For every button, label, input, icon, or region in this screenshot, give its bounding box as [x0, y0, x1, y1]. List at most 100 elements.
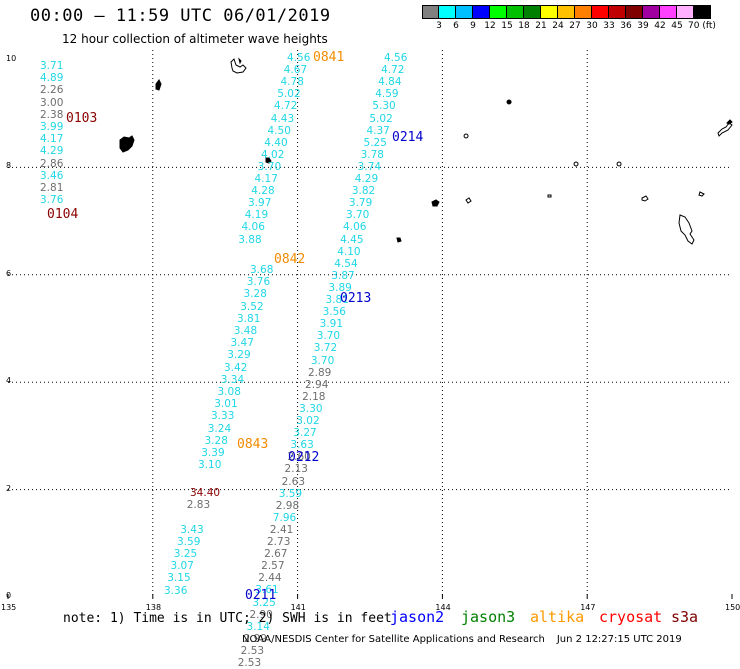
wave-height-label: 4.37 — [366, 124, 390, 137]
legend-swatch — [592, 5, 609, 19]
pass-time-label: 0214 — [392, 130, 424, 145]
wave-height-label: 3.63 — [290, 439, 314, 452]
wave-height-label: 2.57 — [261, 560, 285, 573]
legend-label: 45 — [671, 21, 683, 31]
island-north-left — [155, 79, 162, 91]
wave-height-label: 3.52 — [240, 300, 264, 313]
island-c1 — [396, 237, 402, 243]
wave-height-label: 3.14 — [246, 620, 270, 633]
y-tick-label: 2 — [6, 483, 12, 493]
wave-height-label: 3.30 — [299, 402, 323, 415]
pass-time-label: 0212 — [288, 450, 320, 465]
wave-height-label: 5.02 — [277, 88, 301, 101]
wave-height-label: 3.39 — [201, 447, 225, 459]
satellite-name: jason2 — [390, 608, 445, 626]
wave-height-label: 3.48 — [233, 325, 258, 337]
legend-frame — [422, 5, 711, 19]
wave-height-label: 4.29 — [40, 145, 64, 158]
legend-swatch — [643, 5, 660, 19]
x-tick-label: 150 — [725, 603, 740, 612]
footer-note: note: 1) Time is in UTC; 2) SWH is in fe… — [63, 611, 392, 626]
island-c2 — [463, 133, 469, 139]
wave-height-label: 2.13 — [284, 463, 308, 476]
legend-label: 33 — [603, 21, 615, 31]
wave-height-label: 2.38 — [40, 108, 64, 121]
y-tick-label: 4 — [6, 376, 12, 386]
legend-label: 27 — [569, 21, 581, 31]
wave-height-label: 4.06 — [343, 221, 367, 234]
island-ulithi — [230, 58, 247, 74]
wave-height-label: 2.86 — [40, 157, 64, 170]
wave-height-label: 4.59 — [375, 88, 399, 101]
wave-height-label: 3.47 — [230, 337, 254, 350]
legend-swatch — [558, 5, 575, 19]
legend-swatch — [473, 5, 490, 19]
wave-height-label: 2.81 — [40, 182, 64, 194]
satellite-name: altika — [530, 608, 585, 626]
y-tick-label: 10 — [6, 54, 17, 63]
island-chuuk — [431, 199, 440, 207]
wave-height-label: 3.07 — [170, 560, 194, 573]
wave-height-label: 5.25 — [363, 136, 387, 149]
satellite-name: cryosat — [599, 608, 663, 626]
wave-height-label: 4.28 — [251, 185, 275, 198]
legend-label: 15 — [501, 21, 513, 31]
map-subtitle: 12 hour collection of altimeter wave hei… — [62, 32, 328, 46]
wave-height-label: 3.42 — [224, 361, 248, 374]
wave-height-label: 3.10 — [198, 459, 222, 472]
wave-height-label: 3.76 — [246, 276, 271, 289]
legend-swatch — [422, 5, 439, 19]
wave-height-label: 4.29 — [354, 173, 379, 185]
pass-time-label: 0843 — [237, 437, 269, 452]
island-guam — [119, 135, 135, 153]
wave-height-label: 3.81 — [325, 294, 349, 306]
wave-height-label: 2.73 — [267, 536, 291, 548]
wave-height-label: 2.26 — [40, 84, 64, 97]
wave-height-label: 3.59 — [177, 535, 201, 548]
wave-height-label: 3.82 — [351, 185, 376, 198]
legend-swatch — [439, 5, 456, 19]
wave-height-label: 3.70 — [345, 209, 370, 222]
island-yap — [265, 157, 272, 164]
island-e1 — [698, 191, 705, 197]
wave-height-label: 3.70 — [316, 330, 341, 343]
wave-height-label: 3.28 — [243, 288, 267, 301]
island-pohnpei-e — [641, 195, 649, 202]
axis-ticks — [7, 594, 733, 599]
wave-height-label: 2.18 — [302, 390, 326, 403]
credit-text: NOAA/NESDIS Center for Satellite Applica… — [242, 634, 545, 645]
legend-swatch — [626, 5, 643, 19]
wave-height-label: 2.41 — [269, 523, 294, 536]
wave-height-label: 3.99 — [40, 121, 64, 133]
wave-height-label: 3.87 — [331, 269, 355, 282]
wave-height-label: 4.56 — [287, 52, 311, 64]
legend-label: 6 — [453, 21, 459, 31]
wave-height-label: 4.02 — [261, 148, 285, 161]
wave-height-label: 3.78 — [360, 148, 384, 161]
grid-lines — [8, 50, 732, 597]
wave-height-label: 3.61 — [255, 584, 279, 597]
wave-height-label: 3.33 — [211, 410, 235, 423]
wave-height-label: 4.72 — [274, 100, 298, 113]
wave-height-label: 3.36 — [164, 584, 188, 597]
satellite-name: s3a — [671, 608, 699, 626]
island-kosrae-group — [678, 214, 695, 245]
legend-swatch — [507, 5, 524, 19]
wave-height-label: 2.89 — [307, 366, 332, 379]
wave-height-label: 4.45 — [340, 233, 364, 246]
wave-height-label: 4.19 — [244, 209, 269, 222]
wave-height-label: 2.60 — [287, 451, 311, 464]
wave-height-label: 3.25 — [173, 548, 198, 560]
wave-height-label: 2.98 — [275, 499, 300, 512]
legend-swatch — [575, 5, 592, 19]
legend-swatch — [609, 5, 626, 19]
wave-height-label: 3.68 — [250, 264, 274, 276]
footer-credit: NOAA/NESDIS Center for Satellite Applica… — [242, 634, 682, 645]
island-c5 — [616, 161, 622, 167]
wave-height-label: 2.90 — [249, 608, 273, 621]
x-tick-label: 147 — [580, 603, 596, 612]
wave-height-label: 2.44 — [258, 572, 282, 585]
wave-height-label: 3.81 — [237, 312, 261, 325]
wave-height-label: 3.89 — [328, 281, 352, 294]
wave-height-label: 3.79 — [348, 197, 373, 210]
